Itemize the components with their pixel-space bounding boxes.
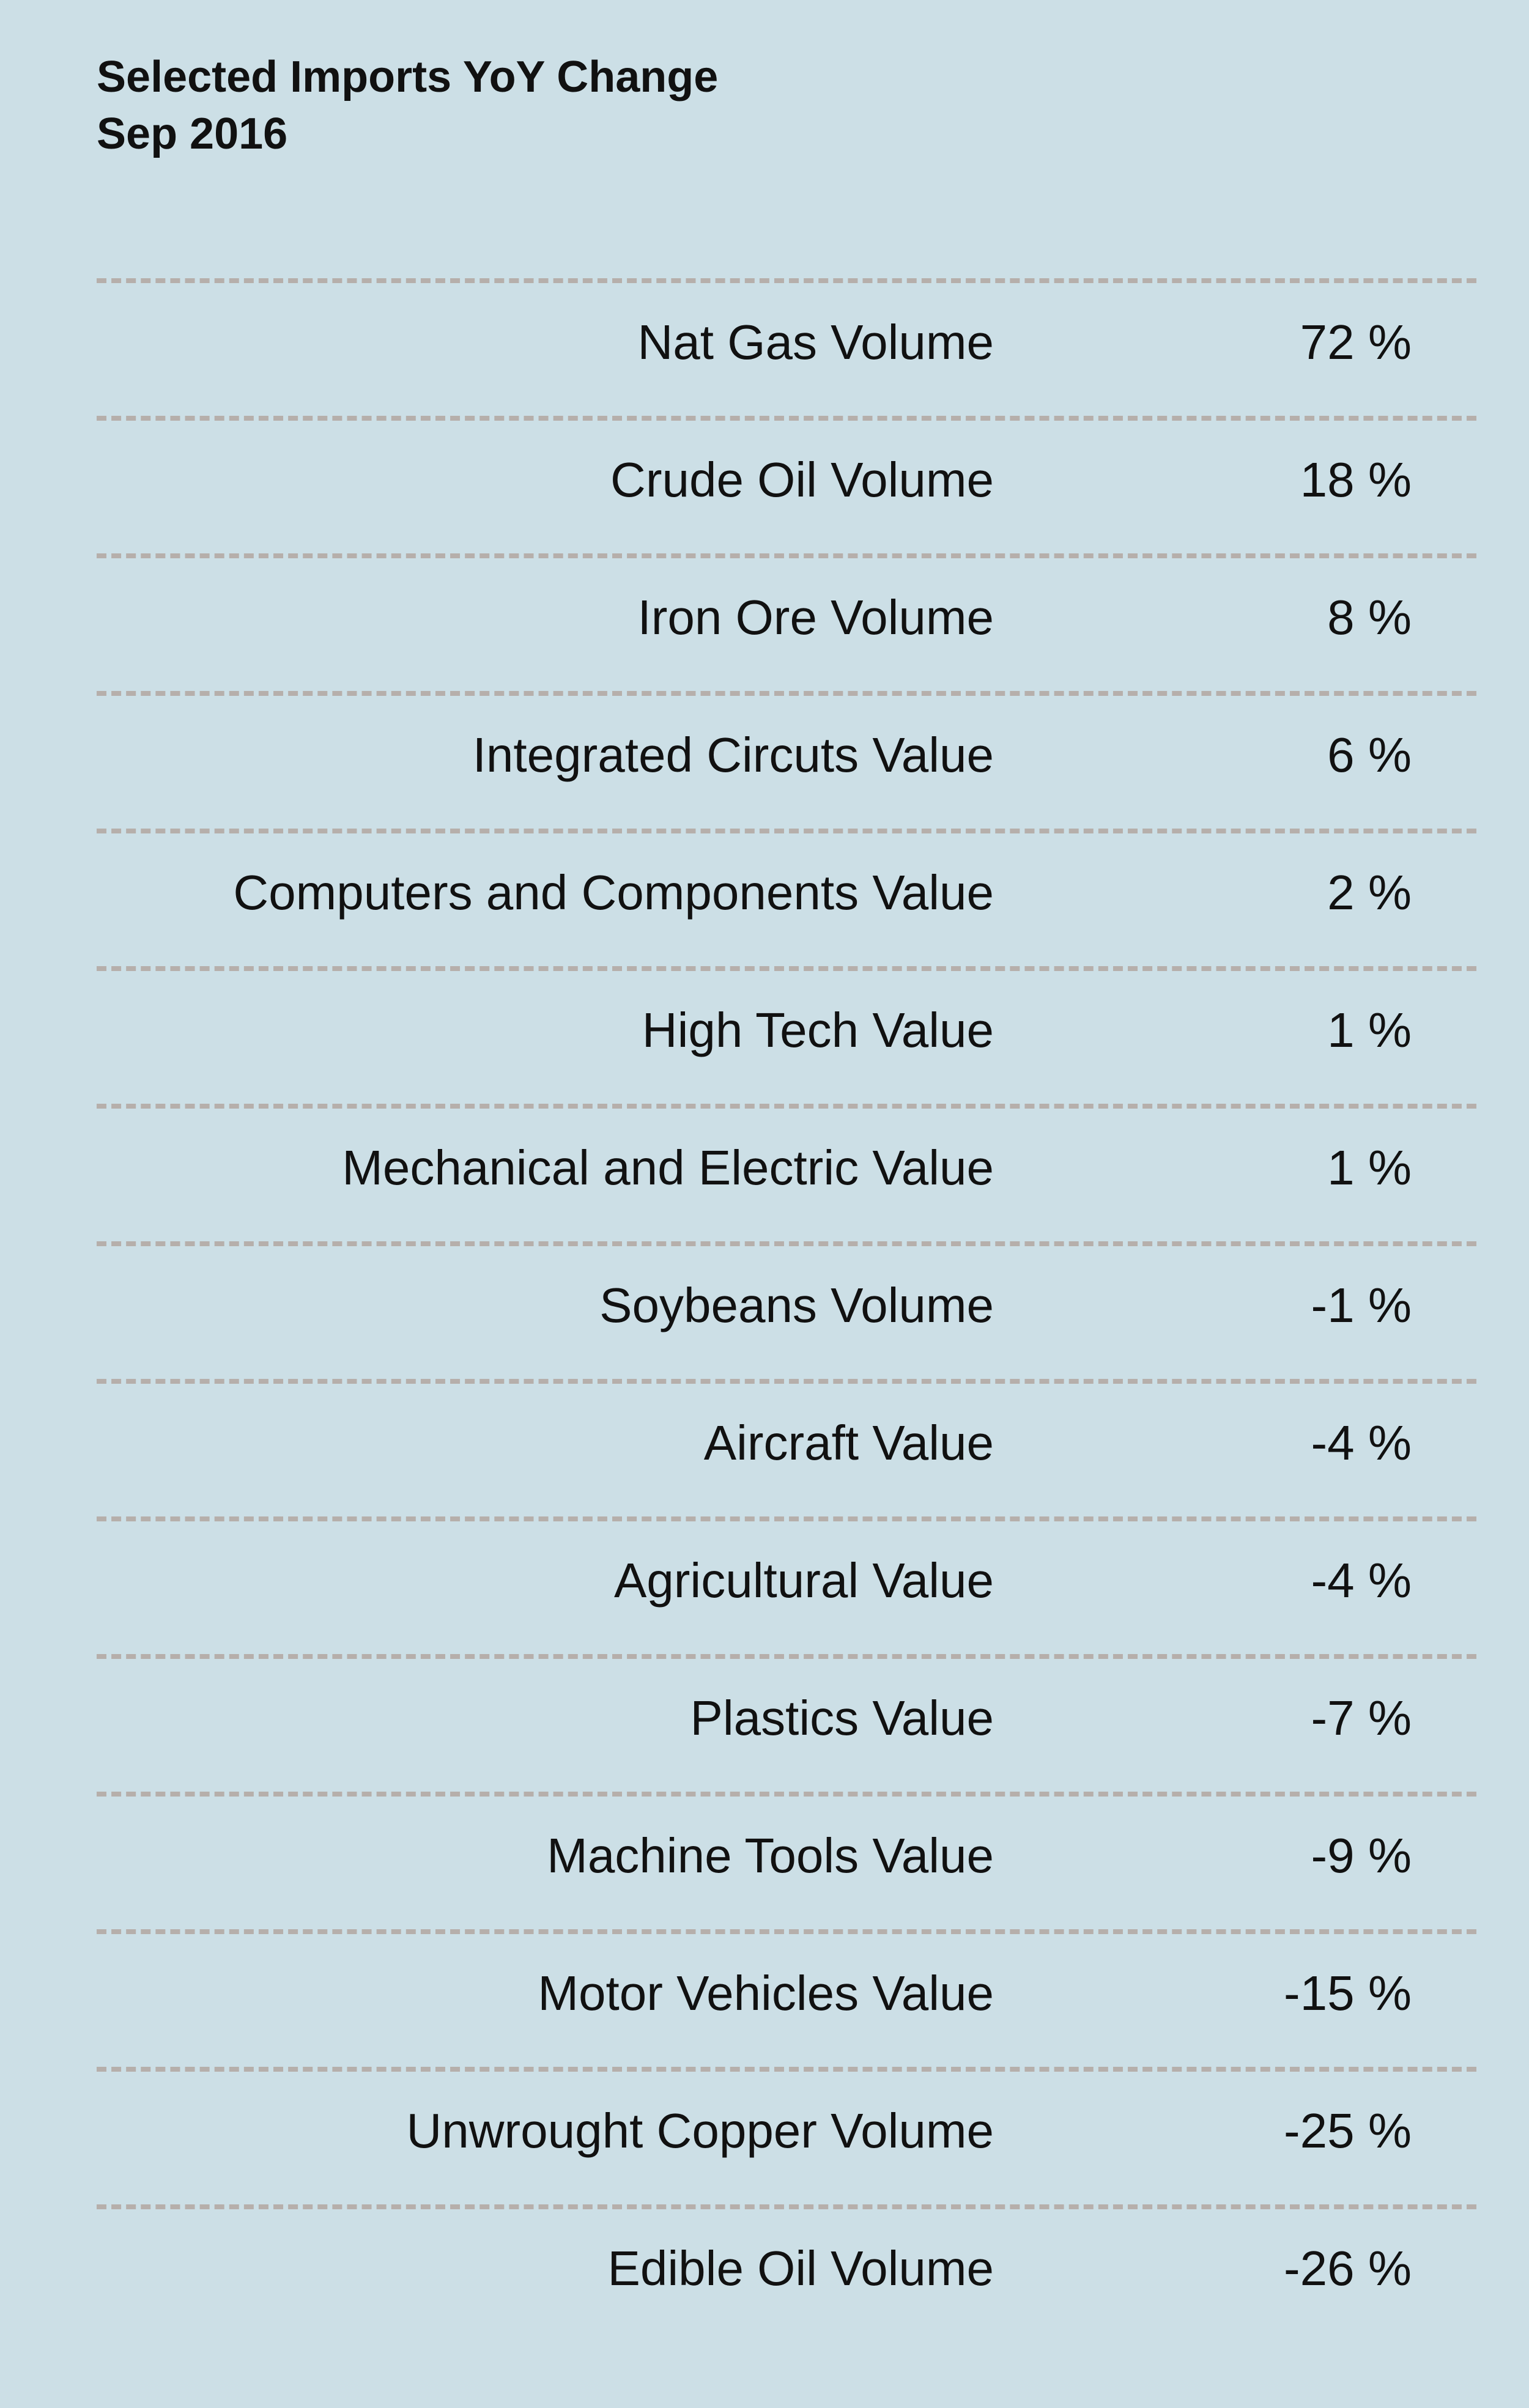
table-row: Agricultural Value -4 % [0,1516,1529,1654]
table-row: Motor Vehicles Value -15 % [0,1929,1529,2067]
row-label: Unwrought Copper Volume [406,2103,994,2158]
row-divider [97,278,1476,283]
chart-subtitle: Sep 2016 [97,109,288,158]
row-value: 1 % [1327,1140,1412,1195]
row-label: Iron Ore Volume [637,590,994,644]
table-row: Nat Gas Volume 72 % [0,278,1529,416]
row-label: Mechanical and Electric Value [342,1140,994,1195]
row-label: Machine Tools Value [547,1828,994,1883]
row-value: 6 % [1327,728,1412,782]
row-value: -1 % [1311,1278,1412,1332]
row-divider [97,1241,1476,1246]
chart-title-block: Selected Imports YoY Change Sep 2016 [97,49,718,163]
row-value: 1 % [1327,1003,1412,1057]
row-value: 2 % [1327,865,1412,920]
row-value: -26 % [1284,2241,1412,2295]
table-row: Mechanical and Electric Value 1 % [0,1104,1529,1241]
row-divider [97,2204,1476,2209]
row-divider [97,1792,1476,1797]
table-row: Edible Oil Volume -26 % [0,2204,1529,2342]
row-label: Aircraft Value [703,1416,994,1470]
row-divider [97,1654,1476,1659]
row-divider [97,1516,1476,1521]
table-row: Integrated Circuts Value 6 % [0,691,1529,829]
row-value: -4 % [1311,1553,1412,1608]
row-label: Crude Oil Volume [610,452,994,507]
table-row: High Tech Value 1 % [0,966,1529,1104]
table-row: Iron Ore Volume 8 % [0,553,1529,691]
table-row: Machine Tools Value -9 % [0,1792,1529,1929]
row-divider [97,1929,1476,1934]
row-label: Motor Vehicles Value [538,1966,994,2020]
row-value: -25 % [1284,2103,1412,2158]
row-label: Nat Gas Volume [637,315,994,369]
row-label: Plastics Value [690,1691,994,1745]
row-label: Agricultural Value [613,1553,994,1608]
table-row: Soybeans Volume -1 % [0,1241,1529,1379]
table-row: Computers and Components Value 2 % [0,829,1529,966]
row-divider [97,1104,1476,1109]
table-row: Aircraft Value -4 % [0,1379,1529,1516]
row-value: 72 % [1300,315,1412,369]
row-value: 18 % [1300,452,1412,507]
row-divider [97,2067,1476,2072]
row-value: -4 % [1311,1416,1412,1470]
row-label: Integrated Circuts Value [472,728,994,782]
table-row: Plastics Value -7 % [0,1654,1529,1792]
row-label: Soybeans Volume [599,1278,994,1332]
row-label: Computers and Components Value [233,865,994,920]
row-value: 8 % [1327,590,1412,644]
table-row: Crude Oil Volume 18 % [0,416,1529,553]
row-label: High Tech Value [642,1003,994,1057]
table-row: Unwrought Copper Volume -25 % [0,2067,1529,2204]
row-value: -9 % [1311,1828,1412,1883]
row-divider [97,1379,1476,1384]
chart-title: Selected Imports YoY Change [97,53,719,102]
row-divider [97,829,1476,833]
row-value: -15 % [1284,1966,1412,2020]
row-value: -7 % [1311,1691,1412,1745]
row-label: Edible Oil Volume [607,2241,994,2295]
row-divider [97,691,1476,696]
row-divider [97,553,1476,558]
row-divider [97,416,1476,421]
row-divider [97,966,1476,971]
